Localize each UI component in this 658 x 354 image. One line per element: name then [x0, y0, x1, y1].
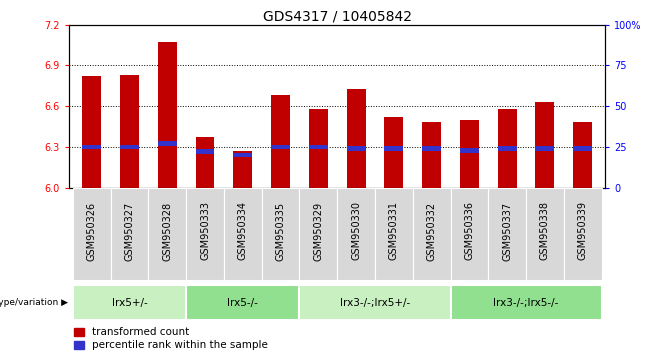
Bar [309, 144, 328, 149]
Bar [299, 285, 451, 320]
Bar [73, 285, 186, 320]
Title: GDS4317 / 10405842: GDS4317 / 10405842 [263, 10, 412, 24]
Text: GSM950335: GSM950335 [276, 201, 286, 261]
Text: GSM950328: GSM950328 [163, 201, 172, 261]
Text: GSM950329: GSM950329 [313, 201, 323, 261]
Bar [347, 146, 366, 151]
Bar [262, 188, 299, 280]
Bar [234, 151, 252, 188]
Text: GSM950331: GSM950331 [389, 201, 399, 261]
Text: GSM950338: GSM950338 [540, 201, 550, 261]
Bar [536, 146, 555, 151]
Bar [375, 188, 413, 280]
Bar [120, 144, 139, 149]
Text: GSM950330: GSM950330 [351, 201, 361, 261]
Text: genotype/variation ▶: genotype/variation ▶ [0, 298, 68, 307]
Bar [460, 148, 479, 153]
Bar [413, 188, 451, 280]
Bar [536, 102, 555, 188]
Bar [573, 122, 592, 188]
Bar [234, 153, 252, 158]
Bar [149, 188, 186, 280]
Bar [120, 75, 139, 188]
Bar [186, 285, 299, 320]
Bar [195, 137, 215, 188]
Bar [451, 285, 601, 320]
Bar [82, 76, 101, 188]
Text: GSM950327: GSM950327 [124, 201, 134, 261]
Text: lrx5-/-: lrx5-/- [228, 298, 258, 308]
Text: GSM950332: GSM950332 [426, 201, 437, 261]
Text: GSM950334: GSM950334 [238, 201, 248, 261]
Bar [526, 188, 564, 280]
Bar [158, 42, 177, 188]
Bar [451, 188, 488, 280]
Bar [271, 95, 290, 188]
Bar [82, 144, 101, 149]
Bar [422, 122, 441, 188]
Bar [338, 188, 375, 280]
Legend: transformed count, percentile rank within the sample: transformed count, percentile rank withi… [74, 327, 268, 350]
Bar [224, 188, 262, 280]
Bar [299, 188, 338, 280]
Bar [460, 120, 479, 188]
Bar [497, 109, 517, 188]
Bar [422, 146, 441, 151]
Bar [271, 144, 290, 149]
Bar [73, 188, 111, 280]
Bar [488, 188, 526, 280]
Text: GSM950339: GSM950339 [578, 201, 588, 261]
Bar [186, 188, 224, 280]
Text: lrx5+/-: lrx5+/- [112, 298, 147, 308]
Bar [347, 88, 366, 188]
Text: GSM950336: GSM950336 [465, 201, 474, 261]
Bar [158, 141, 177, 146]
Text: lrx3-/-;lrx5+/-: lrx3-/-;lrx5+/- [340, 298, 410, 308]
Text: GSM950326: GSM950326 [87, 201, 97, 261]
Text: GSM950333: GSM950333 [200, 201, 210, 261]
Bar [573, 146, 592, 151]
Text: GSM950337: GSM950337 [502, 201, 512, 261]
Bar [384, 146, 403, 151]
Bar [111, 188, 149, 280]
Bar [384, 117, 403, 188]
Text: lrx3-/-;lrx5-/-: lrx3-/-;lrx5-/- [494, 298, 559, 308]
Bar [195, 149, 215, 154]
Bar [564, 188, 601, 280]
Bar [309, 109, 328, 188]
Bar [497, 146, 517, 151]
